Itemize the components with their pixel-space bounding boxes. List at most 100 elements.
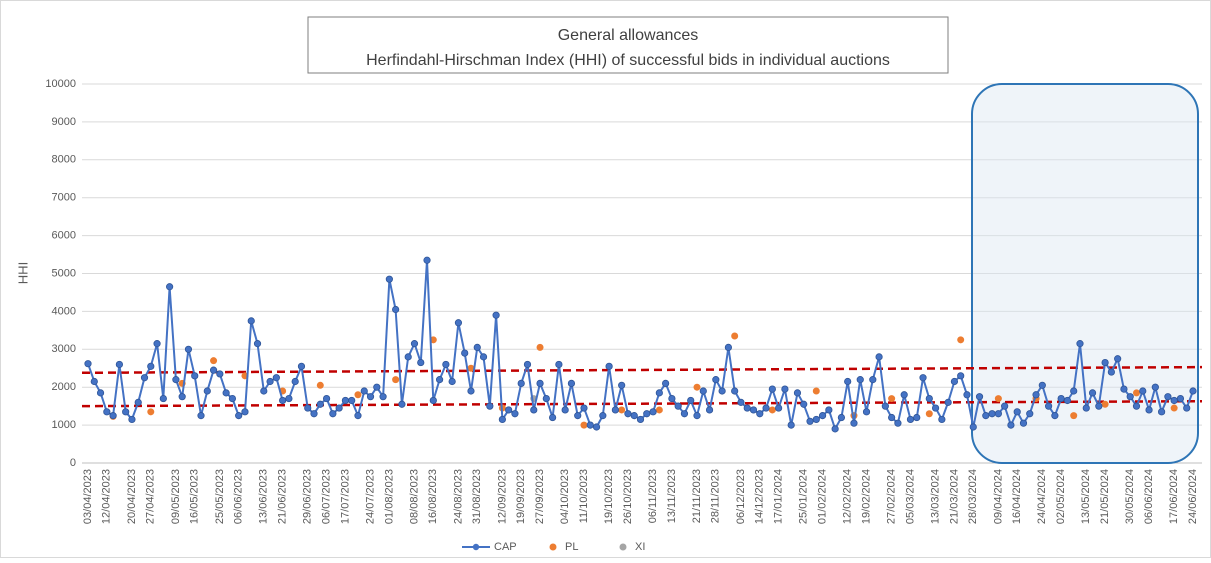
point [1158,408,1166,416]
point [103,408,111,416]
point [806,417,814,425]
point [1101,358,1109,367]
y-tick-label: 2000 [52,381,76,393]
x-tick-label: 17/06/2024 [1168,469,1180,524]
y-axis-label: HHI [15,262,30,284]
point [630,412,638,420]
point [335,404,343,412]
point [1170,396,1178,405]
x-tick-label: 01/02/2024 [816,469,828,524]
point [888,413,896,422]
point [881,402,889,410]
point [731,387,739,395]
point [831,425,839,433]
point [1132,389,1140,397]
point [247,317,255,325]
point [994,395,1002,403]
point [197,412,205,420]
point [1095,402,1103,410]
point [1189,387,1197,395]
x-tick-label: 12/02/2024 [842,469,854,524]
x-tick-label: 19/02/2024 [860,469,872,524]
y-tick-label: 8000 [52,154,76,166]
x-tick-label: 30/05/2024 [1124,469,1136,524]
point [253,340,262,348]
point [398,400,406,408]
x-tick-label: 29/06/2023 [302,469,314,524]
point [140,374,149,382]
x-tick-label: 27/04/2023 [145,469,157,524]
point [938,415,946,424]
x-tick-label: 12/09/2023 [496,469,508,524]
point [410,340,419,348]
point [417,358,425,367]
x-tick-label: 06/07/2023 [320,469,332,524]
point [749,406,758,414]
point [467,387,475,395]
title-box [307,16,949,74]
point [856,376,864,384]
point [128,415,136,424]
y-tick-label: 4000 [52,305,76,317]
point [655,389,663,397]
x-tick-label: 21/11/2023 [691,469,703,523]
point [988,410,996,418]
x-tick-label: 01/08/2023 [383,469,395,524]
x-tick-label: 28/03/2024 [967,469,979,524]
x-tick-label: 13/05/2024 [1080,469,1092,524]
x-tick-label: 09/04/2024 [992,469,1004,524]
point [473,343,481,352]
point [241,408,249,416]
x-tick-label: 21/03/2024 [948,469,960,524]
point [216,370,224,378]
point [360,387,368,395]
x-tick-label: 06/06/2023 [233,469,245,524]
point [147,408,155,416]
x-tick-label: 13/11/2023 [666,469,678,523]
point [919,374,927,382]
point [297,362,306,370]
point [373,383,381,391]
point [781,385,789,393]
point [392,305,400,314]
point [90,377,98,386]
x-tick-label: 04/10/2023 [559,469,571,524]
x-tick-label: 16/04/2024 [1011,469,1023,524]
point [435,376,444,384]
point [611,406,619,414]
point [561,406,569,414]
x-tick-label: 02/05/2024 [1055,469,1067,524]
x-tick-label: 24/08/2023 [452,469,464,524]
reference-line [81,399,1203,408]
point [505,406,513,414]
point [975,393,984,401]
plot [81,256,1203,433]
point [1032,391,1040,399]
point [530,406,538,414]
point [1070,387,1078,395]
point [178,393,186,401]
point [1101,400,1109,408]
point [586,421,594,429]
point [618,381,626,389]
x-tick-label: 24/04/2024 [1036,469,1048,524]
point [354,391,362,399]
x-tick-label: 17/01/2024 [773,469,785,524]
point [442,360,450,369]
point [693,412,701,420]
point [800,400,808,408]
point [875,353,883,361]
x-tick-label: 11/10/2023 [578,469,590,523]
point [209,366,218,374]
point [467,364,475,372]
point [404,353,412,361]
point [385,275,393,283]
point [448,377,456,386]
y-tick-label: 9000 [52,116,76,128]
point [649,408,657,416]
point [329,410,337,418]
point [712,376,720,384]
chart-subtitle: Herfindahl-Hirschman Index (HHI) of succ… [366,52,890,69]
point [379,393,387,401]
